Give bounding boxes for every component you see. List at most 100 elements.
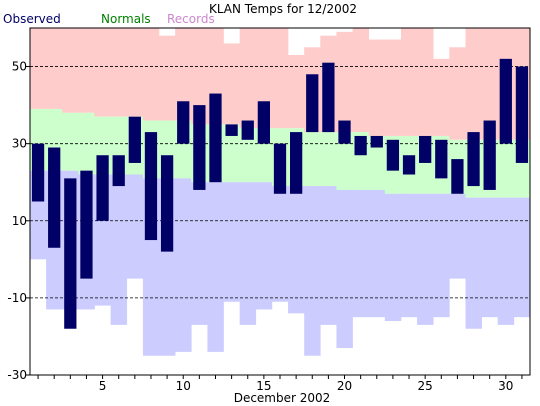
record-high-band: [30, 28, 47, 109]
record-high-band: [449, 47, 466, 140]
observed-bar: [241, 120, 254, 140]
observed-bar: [160, 155, 174, 252]
record-low-band: [223, 182, 240, 302]
x-axis-label: December 2002: [234, 391, 331, 405]
normal-range-band: [336, 132, 353, 190]
record-high-band: [110, 28, 128, 117]
record-low-band: [239, 182, 257, 325]
normal-range-band: [223, 124, 240, 183]
record-high-band: [336, 31, 353, 133]
record-low-band: [175, 178, 192, 352]
legend-normals: Normals: [101, 12, 151, 26]
chart-title: KLAN Temps for 12/2002: [209, 2, 357, 16]
record-high-band: [288, 54, 305, 129]
observed-bar: [306, 74, 319, 133]
record-low-band: [110, 174, 128, 325]
normal-range-band: [320, 132, 337, 187]
record-high-band: [400, 28, 418, 136]
record-high-band: [126, 28, 144, 117]
observed-bar: [451, 159, 464, 194]
record-high-band: [271, 28, 289, 129]
record-low-band: [191, 182, 208, 325]
record-low-band: [126, 174, 144, 279]
observed-bar: [483, 120, 496, 190]
y-tick-label: 30: [12, 137, 27, 151]
record-high-band: [465, 28, 482, 140]
x-tick-label: 15: [256, 379, 271, 393]
record-high-band: [175, 28, 192, 121]
record-low-band: [481, 197, 499, 318]
record-low-band: [255, 182, 273, 310]
record-low-band: [368, 189, 386, 318]
record-high-band: [62, 28, 79, 113]
observed-bar: [112, 155, 125, 187]
record-high-band: [352, 28, 370, 133]
record-low-band: [400, 193, 418, 318]
record-high-band: [191, 28, 208, 125]
legend-observed: Observed: [3, 12, 61, 26]
record-high-band: [417, 28, 434, 136]
observed-bar: [193, 105, 206, 190]
y-tick-label: 10: [12, 214, 27, 228]
record-low-band: [271, 186, 289, 302]
x-tick-label: 5: [99, 379, 107, 393]
observed-bar: [48, 147, 61, 248]
record-high-band: [78, 28, 95, 113]
record-high-band: [46, 28, 63, 109]
observed-bar: [144, 132, 158, 241]
normal-range-band: [62, 112, 79, 171]
observed-bar: [499, 58, 512, 144]
observed-bar: [128, 116, 141, 163]
record-high-band: [239, 28, 257, 129]
y-tick-label: 50: [12, 60, 27, 74]
observed-bar: [435, 139, 448, 179]
observed-bar: [257, 101, 270, 144]
record-high-band: [433, 58, 450, 136]
record-low-band: [497, 197, 515, 325]
observed-bar: [402, 155, 416, 175]
y-tick-label: -30: [7, 368, 27, 382]
observed-bar: [177, 101, 190, 144]
normal-range-band: [497, 139, 515, 198]
observed-bar: [96, 155, 109, 221]
record-low-band: [352, 189, 370, 318]
observed-bar: [273, 143, 287, 194]
observed-bar: [31, 143, 45, 202]
normal-range-band: [368, 135, 386, 190]
record-low-band: [336, 189, 353, 349]
normal-range-band: [239, 128, 257, 183]
record-low-band: [417, 193, 434, 325]
observed-bar: [386, 139, 400, 171]
observed-bar: [515, 66, 529, 163]
record-low-band: [207, 182, 224, 352]
observed-bar: [338, 120, 351, 144]
x-tick-label: 25: [418, 379, 433, 393]
record-low-band: [384, 193, 402, 322]
record-low-band: [449, 193, 466, 279]
observed-bar: [290, 132, 303, 194]
record-high-band: [481, 28, 499, 140]
plot-area: -30 -10 10 30 50 5 10 15 20 25 30: [7, 27, 531, 393]
x-tick-label: 20: [337, 379, 352, 393]
record-low-band: [465, 197, 482, 329]
record-low-band: [304, 186, 321, 356]
observed-bar: [419, 135, 432, 163]
observed-bar: [225, 124, 238, 136]
record-low-band: [288, 186, 305, 314]
record-high-band: [94, 28, 111, 117]
observed-bar: [64, 178, 77, 329]
record-high-band: [142, 28, 160, 121]
observed-bar: [370, 135, 383, 148]
observed-bar: [80, 170, 93, 279]
record-low-band: [320, 186, 337, 325]
record-low-band: [513, 197, 531, 318]
observed-bar: [322, 62, 335, 133]
observed-bar: [467, 132, 480, 187]
record-high-band: [223, 43, 240, 125]
x-tick-label: 30: [498, 379, 513, 393]
legend-records: Records: [167, 12, 215, 26]
record-high-band: [159, 35, 176, 121]
normal-range-band: [304, 132, 321, 187]
